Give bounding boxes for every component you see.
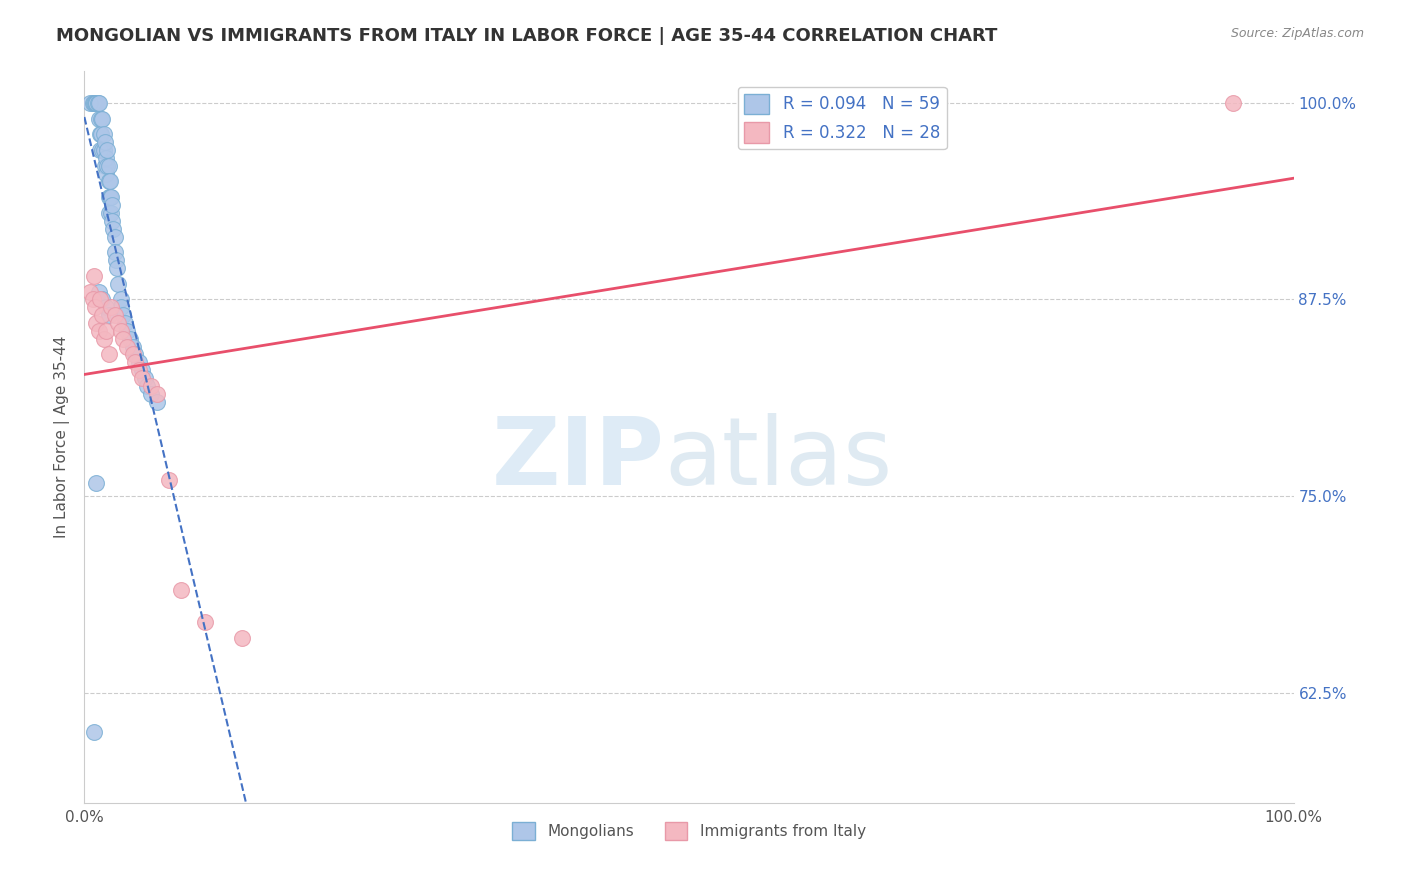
Point — [139, 379, 162, 393]
Legend: Mongolians, Immigrants from Italy: Mongolians, Immigrants from Italy — [506, 815, 872, 847]
Text: MONGOLIAN VS IMMIGRANTS FROM ITALY IN LABOR FORCE | AGE 35-44 CORRELATION CHART: MONGOLIAN VS IMMIGRANTS FROM ITALY IN LA… — [56, 27, 998, 45]
Point — [96, 143, 118, 157]
Text: atlas: atlas — [665, 413, 893, 505]
Point — [128, 363, 150, 377]
Point — [97, 159, 120, 173]
Point — [89, 128, 111, 142]
Point — [103, 221, 125, 235]
Point — [97, 347, 120, 361]
Point — [93, 332, 115, 346]
Point — [84, 95, 107, 110]
Point — [231, 631, 253, 645]
Point — [97, 174, 120, 188]
Point — [115, 340, 138, 354]
Point — [136, 379, 159, 393]
Point — [107, 316, 129, 330]
Point — [90, 112, 112, 126]
Point — [91, 143, 114, 157]
Point — [91, 293, 114, 307]
Point — [112, 308, 135, 322]
Point — [131, 371, 153, 385]
Point — [89, 293, 111, 307]
Point — [93, 143, 115, 157]
Point — [121, 347, 143, 361]
Point — [91, 112, 114, 126]
Point — [96, 159, 118, 173]
Point — [98, 190, 121, 204]
Point — [112, 332, 135, 346]
Point — [110, 301, 132, 315]
Point — [104, 245, 127, 260]
Point — [100, 206, 122, 220]
Point — [94, 167, 117, 181]
Point — [114, 316, 136, 330]
Point — [98, 174, 121, 188]
Point — [94, 159, 117, 173]
Point — [97, 206, 120, 220]
Point — [93, 128, 115, 142]
Point — [94, 324, 117, 338]
Point — [107, 277, 129, 291]
Point — [120, 332, 142, 346]
Point — [124, 347, 146, 361]
Point — [131, 363, 153, 377]
Point — [86, 476, 108, 491]
Point — [94, 135, 117, 149]
Point — [121, 340, 143, 354]
Point — [83, 95, 105, 110]
Text: ZIP: ZIP — [492, 413, 665, 505]
Point — [79, 95, 101, 110]
Point — [104, 229, 127, 244]
Point — [89, 143, 111, 157]
Point — [86, 95, 108, 110]
Point — [146, 394, 169, 409]
Point — [101, 214, 124, 228]
Point — [87, 112, 110, 126]
Point — [194, 615, 217, 629]
Point — [157, 473, 180, 487]
Point — [87, 95, 110, 110]
Point — [146, 387, 169, 401]
Point — [82, 293, 104, 307]
Point — [87, 324, 110, 338]
Y-axis label: In Labor Force | Age 35-44: In Labor Force | Age 35-44 — [55, 336, 70, 538]
Point — [83, 725, 105, 739]
Point — [79, 285, 101, 299]
Point — [87, 285, 110, 299]
Point — [101, 198, 124, 212]
Point — [134, 371, 156, 385]
Point — [94, 301, 117, 315]
Point — [104, 308, 127, 322]
Point — [100, 301, 122, 315]
Point — [83, 268, 105, 283]
Point — [110, 293, 132, 307]
Point — [110, 324, 132, 338]
Point — [105, 260, 128, 275]
Point — [82, 95, 104, 110]
Point — [86, 95, 108, 110]
Text: Source: ZipAtlas.com: Source: ZipAtlas.com — [1230, 27, 1364, 40]
Point — [94, 151, 117, 165]
Point — [100, 190, 122, 204]
Point — [170, 583, 193, 598]
Point — [86, 95, 108, 110]
Point — [97, 190, 120, 204]
Point — [97, 308, 120, 322]
Point — [90, 128, 112, 142]
Point — [128, 355, 150, 369]
Point — [139, 387, 162, 401]
Point — [104, 253, 127, 268]
Point — [84, 301, 107, 315]
Point — [91, 308, 114, 322]
Point — [1222, 95, 1244, 110]
Point — [124, 355, 146, 369]
Point — [86, 316, 108, 330]
Point — [115, 324, 138, 338]
